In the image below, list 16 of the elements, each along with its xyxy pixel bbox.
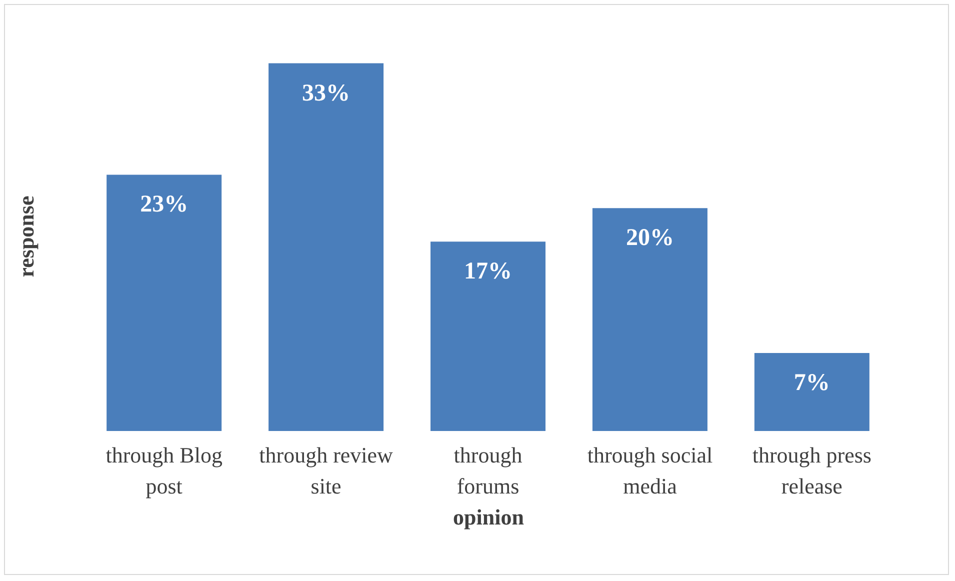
y-axis-title: response xyxy=(14,196,38,278)
bar xyxy=(754,353,870,431)
bar xyxy=(592,208,708,431)
bar xyxy=(106,174,222,431)
bar xyxy=(430,242,546,431)
data-label: 20% xyxy=(626,225,674,252)
x-tick-label: through Blog post xyxy=(106,442,222,498)
x-tick-label: through press release xyxy=(752,442,872,498)
x-axis-title: opinion xyxy=(453,504,524,530)
x-tick-label: through social media xyxy=(587,442,713,498)
bar xyxy=(268,63,384,431)
x-tick-label: through review site xyxy=(259,442,394,498)
data-label: 7% xyxy=(794,370,830,396)
data-label: 33% xyxy=(302,80,350,106)
data-label: 17% xyxy=(464,258,512,285)
data-label: 23% xyxy=(140,192,188,218)
